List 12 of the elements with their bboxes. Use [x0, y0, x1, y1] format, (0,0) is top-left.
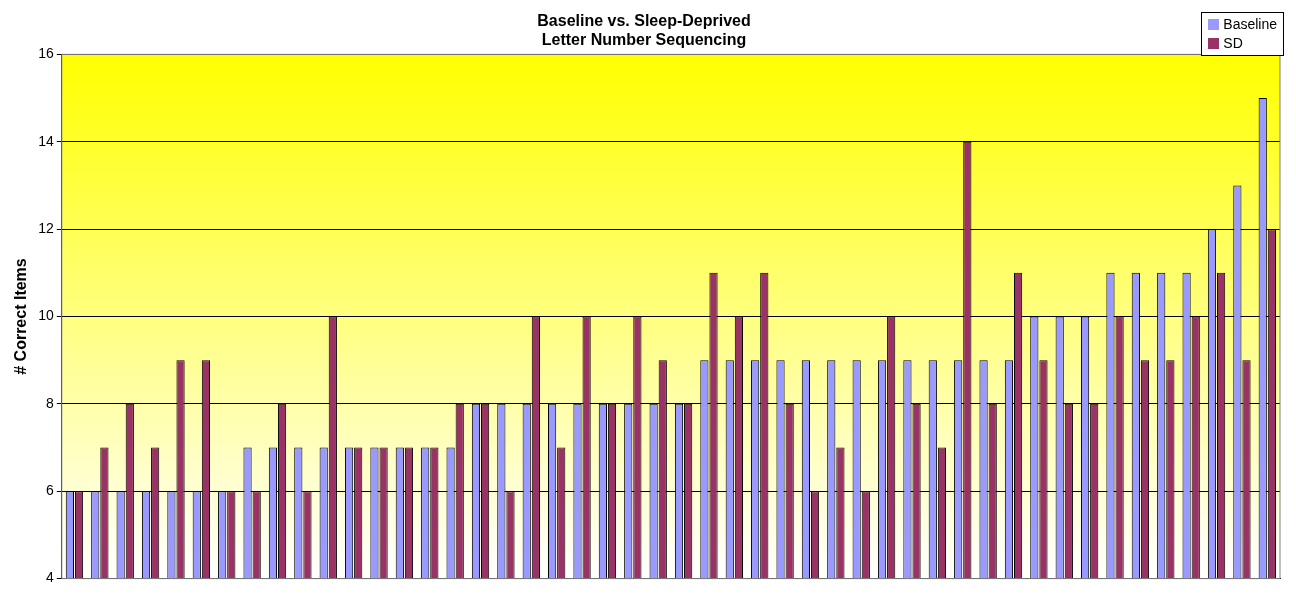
legend-label: SD [1223, 34, 1243, 53]
y-tick-label: 12 [38, 219, 54, 236]
y-tick-label: 6 [45, 482, 54, 499]
chart-title: Baseline vs. Sleep-Deprived [537, 12, 751, 30]
y-tick-label: 10 [38, 307, 54, 324]
y-tick-label: 16 [38, 45, 54, 62]
y-axis-title: # Correct Items [12, 258, 30, 375]
legend-label: Baseline [1223, 15, 1277, 34]
chart-subtitle: Letter Number Sequencing [541, 31, 747, 49]
y-tick-label: 8 [45, 394, 54, 411]
y-tick-label: 14 [38, 132, 54, 149]
y-tick-label: 4 [45, 569, 54, 586]
